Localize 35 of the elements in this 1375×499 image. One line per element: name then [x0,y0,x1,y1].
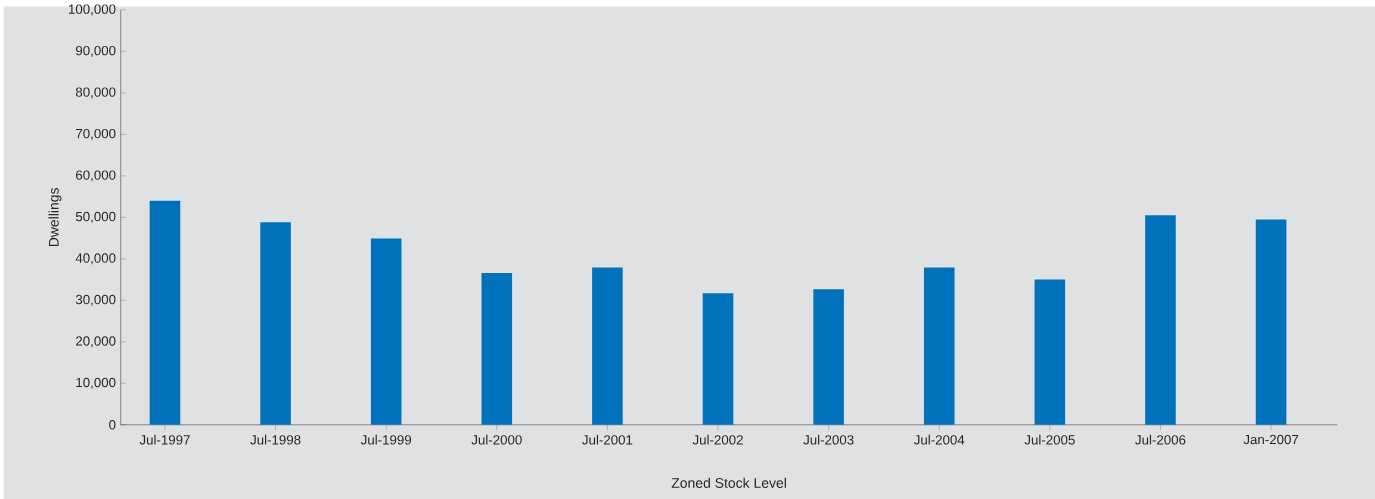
x-tick-label: Jan-2007 [1243,434,1299,445]
y-tick-label: 60,000 [76,170,116,182]
x-tick-label: Jul-2003 [803,434,854,445]
x-tick-label: Jul-2002 [692,434,743,445]
bar [149,200,181,425]
y-tick-label: 40,000 [75,253,116,265]
x-tick-label: Jul-1999 [360,434,412,445]
y-tick-label: 10,000 [76,377,116,389]
y-tick-label: 30,000 [75,294,116,306]
bar [702,293,734,425]
y-tick-label: 0 [109,419,116,430]
y-tick-label: 90,000 [75,45,116,57]
bar [370,238,402,425]
bar [592,267,623,425]
x-tick-label: Jul-2005 [1024,434,1075,445]
bar [1145,215,1176,425]
y-tick-label: 70,000 [76,128,116,140]
y-axis-title: Dwellings [48,187,62,246]
x-tick-label: Jul-1997 [139,434,190,445]
y-tick-label: 80,000 [75,87,116,99]
x-tick-label: Jul-2001 [582,434,633,445]
bar [923,267,955,425]
y-tick-label: 20,000 [76,336,116,348]
bar [1255,219,1287,425]
x-tick-label: Jul-1998 [250,434,301,445]
y-tick-label: 50,000 [75,211,116,223]
x-axis-title: Zoned Stock Level [671,477,786,488]
x-tick-label: Jul-2004 [913,434,965,445]
y-tick-label: 100,000 [68,4,116,16]
x-tick-label: Jul-2000 [471,434,522,445]
bar [260,222,291,425]
x-tick-label: Jul-2006 [1135,434,1186,445]
bar [813,289,844,425]
bar [481,272,513,425]
bar [1034,279,1066,425]
